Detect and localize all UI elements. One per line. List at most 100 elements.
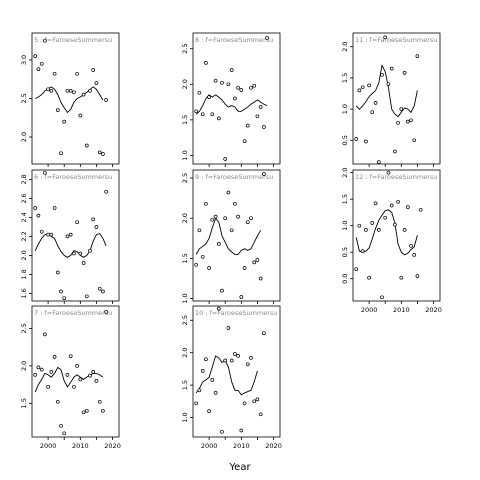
data-point [223,358,228,363]
y-tick-label: 2.0 [181,79,189,89]
y-tick-label: 2.4 [20,212,28,222]
panel-frame [192,32,281,165]
y-tick-label: 1.0 [341,221,349,231]
data-point [75,71,79,76]
data-point [101,152,105,156]
data-point [33,54,38,58]
panel-title: 5 : f=FaroeseSummersu [34,36,112,44]
x-tick-label: 2000 [361,306,378,314]
data-point [104,310,108,314]
y-tick-label: 2.0 [341,42,349,52]
data-point [255,397,260,402]
data-point [412,253,417,257]
trend-line [355,209,418,256]
data-point [216,242,221,246]
data-point [239,428,244,433]
y-tick-label: 3.0 [20,55,28,65]
data-point [91,68,96,72]
data-point [402,228,407,232]
data-point [412,138,417,143]
data-point [59,289,63,294]
panel-6: 10 : f=FaroeseSummersu 1.0 1.5 2.0 2.5 2000 20… [181,305,282,450]
panel-frame [31,305,120,438]
data-point [255,258,260,262]
data-point [104,189,108,194]
data-point [81,92,86,97]
data-point [357,88,362,93]
panel-frame [31,169,120,302]
data-point [364,228,368,232]
data-point [239,295,244,299]
data-point [52,71,57,76]
data-point [418,207,423,212]
data-point [97,399,102,404]
data-point [262,125,266,129]
data-point [43,38,47,43]
x-axis-label: Year [228,462,251,473]
data-point [72,251,76,256]
data-point [84,408,89,413]
y-tick-label: 0.0 [341,274,349,284]
data-point [210,112,215,117]
data-point [84,143,89,148]
data-point [78,377,83,382]
data-point [249,356,253,360]
data-point [220,288,224,293]
data-point [36,365,41,370]
data-point [255,114,260,119]
data-point [383,215,388,220]
data-point [239,88,244,92]
panel-8: 12 : f=FaroeseSummersu 0.0 0.5 1.0 1.5 2.0 200… [341,167,442,314]
data-point [367,83,371,88]
y-tick-label: 1.5 [181,253,189,263]
x-tick-label: 2020 [425,306,442,314]
data-point [380,72,384,77]
data-point [383,35,388,40]
data-point [194,109,199,114]
data-point [409,243,413,248]
panel-title: 12 : f=FaroeseSummersu [355,173,437,181]
data-point [236,214,240,219]
data-point [220,80,224,85]
data-point [62,119,67,124]
y-tick-label: 1.0 [341,104,349,114]
data-point [252,83,257,88]
data-point [65,373,70,377]
data-point [354,267,359,272]
trend-line [355,64,418,118]
data-point [396,199,400,204]
x-tick-label: 2020 [265,442,282,450]
data-point [36,213,41,218]
panel-4: 8 : f=FaroeseSummersu 1.0 1.5 2.0 2.5 [181,32,281,167]
data-point [357,223,362,228]
data-point [200,369,205,373]
y-tick-label: 0.5 [341,247,349,257]
data-point [386,170,391,175]
data-point [101,289,105,294]
data-point [229,68,234,72]
y-tick-label: 2.0 [20,361,28,371]
data-point [197,90,202,95]
data-point [197,388,202,393]
data-point [262,331,266,336]
data-point [75,364,79,368]
y-tick-label: 2.5 [181,173,189,183]
y-tick-label: 1.0 [181,412,189,422]
data-point [33,373,38,377]
trend-line [195,217,262,255]
data-point [43,170,47,175]
data-point [49,232,54,237]
data-point [229,228,234,233]
data-point [376,160,381,164]
data-point [200,254,205,259]
data-point [39,367,44,372]
data-point [213,214,218,219]
x-tick-label: 2000 [201,442,218,450]
data-point [258,105,263,109]
data-point [97,286,102,291]
data-point [62,296,67,301]
data-point [59,423,63,428]
x-tick-label: 2010 [72,442,89,450]
y-tick-label: 2.0 [20,132,28,142]
x-tick-label: 2010 [393,306,410,314]
